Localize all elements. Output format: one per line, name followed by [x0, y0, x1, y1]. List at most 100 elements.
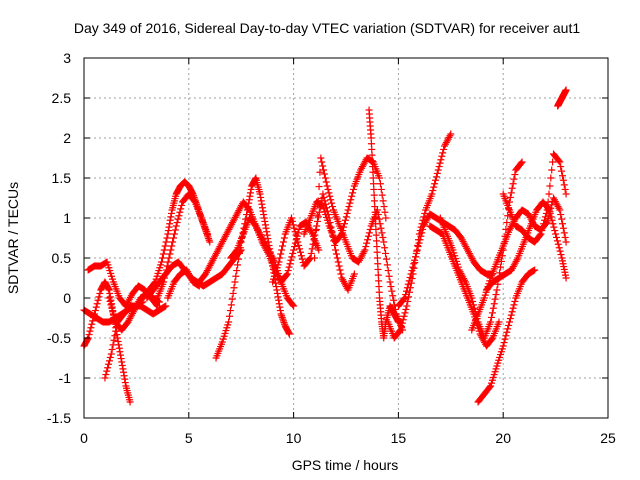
data-point: [557, 163, 565, 171]
data-point: [470, 304, 478, 312]
chart-title: Day 349 of 2016, Sidereal Day-to-day VTE…: [74, 20, 581, 36]
data-point: [510, 301, 518, 309]
data-point: [102, 371, 110, 379]
data-point: [204, 230, 212, 238]
data-point: [404, 280, 412, 288]
plot-frame: [83, 57, 609, 419]
data-point: [311, 254, 319, 262]
data-point: [295, 241, 303, 249]
series-s16: [365, 106, 402, 342]
data-point: [313, 211, 321, 219]
data-point: [493, 286, 501, 294]
data-point: [531, 266, 539, 274]
data-point: [562, 274, 570, 282]
data-point: [511, 297, 519, 305]
data-point: [170, 230, 178, 238]
data-point: [158, 254, 166, 262]
data-point: [489, 304, 497, 312]
data-point: [107, 301, 115, 309]
data-point: [230, 284, 238, 292]
data-point: [499, 342, 507, 350]
data-point: [561, 233, 569, 241]
data-point: [162, 302, 170, 310]
data-point: [557, 211, 565, 219]
data-point: [560, 229, 568, 237]
data-point: [171, 226, 179, 234]
data-point: [92, 303, 100, 311]
data-point: [314, 213, 322, 221]
data-point: [109, 341, 117, 349]
data-point: [277, 250, 285, 258]
data-point: [295, 225, 303, 233]
data-point: [559, 224, 567, 232]
data-point: [509, 304, 517, 312]
data-point: [289, 249, 297, 257]
data-point: [206, 238, 214, 246]
data-point: [233, 267, 241, 275]
data-point: [286, 260, 294, 268]
series-s9: [164, 266, 203, 302]
data-point: [431, 180, 439, 188]
data-point: [161, 242, 169, 250]
data-point: [322, 178, 330, 186]
data-point: [408, 267, 416, 275]
data-point: [290, 302, 298, 310]
data-point: [558, 167, 566, 175]
data-point: [328, 199, 336, 207]
y-tick-label: -1.5: [47, 410, 71, 426]
data-point: [320, 166, 328, 174]
data-point: [398, 319, 406, 327]
data-point: [433, 169, 441, 177]
data-point: [413, 246, 421, 254]
data-point: [347, 196, 355, 204]
axis-ticks: 0 5 10 15 20 25 -1.5 -1 -0.5 0 0.5 1 1.5 2 2.5 3: [47, 50, 616, 446]
data-point: [170, 234, 178, 242]
data-point: [88, 320, 96, 328]
data-point: [285, 263, 293, 271]
data-point: [492, 291, 500, 299]
data-point: [350, 270, 358, 278]
data-point: [381, 208, 389, 216]
data-point: [559, 176, 567, 184]
data-point: [85, 331, 93, 339]
data-point: [438, 152, 446, 160]
data-point: [316, 168, 324, 176]
data-point: [290, 224, 298, 232]
data-point: [228, 295, 236, 303]
data-point: [507, 311, 515, 319]
data-point: [103, 367, 111, 375]
data-point: [166, 250, 174, 258]
data-point: [400, 295, 408, 303]
data-point: [155, 298, 163, 306]
data-point: [298, 255, 306, 263]
x-axis-label: GPS time / hours: [292, 457, 399, 473]
data-point: [311, 231, 319, 239]
data-point: [560, 181, 568, 189]
data-point: [165, 254, 173, 262]
data-point: [396, 326, 404, 334]
y-tick-label: -0.5: [47, 330, 71, 346]
data-point: [418, 229, 426, 237]
data-point: [380, 238, 388, 246]
data-point: [382, 255, 390, 263]
data-point: [326, 192, 334, 200]
data-point: [279, 242, 287, 250]
data-point: [163, 234, 171, 242]
data-point: [337, 270, 345, 278]
data-point: [168, 242, 176, 250]
data-point: [360, 248, 368, 256]
data-point: [509, 180, 517, 188]
data-point: [107, 350, 115, 358]
data-point: [105, 294, 113, 302]
data-point: [317, 154, 325, 162]
data-point: [504, 325, 512, 333]
data-point: [349, 185, 357, 193]
data-point: [284, 267, 292, 275]
data-point: [381, 244, 389, 252]
data-point: [548, 216, 556, 224]
data-point: [403, 284, 411, 292]
data-point: [364, 236, 372, 244]
data-point: [278, 246, 286, 254]
data-point: [329, 203, 337, 211]
y-axis-label: SDTVAR / TECUs: [5, 182, 21, 294]
